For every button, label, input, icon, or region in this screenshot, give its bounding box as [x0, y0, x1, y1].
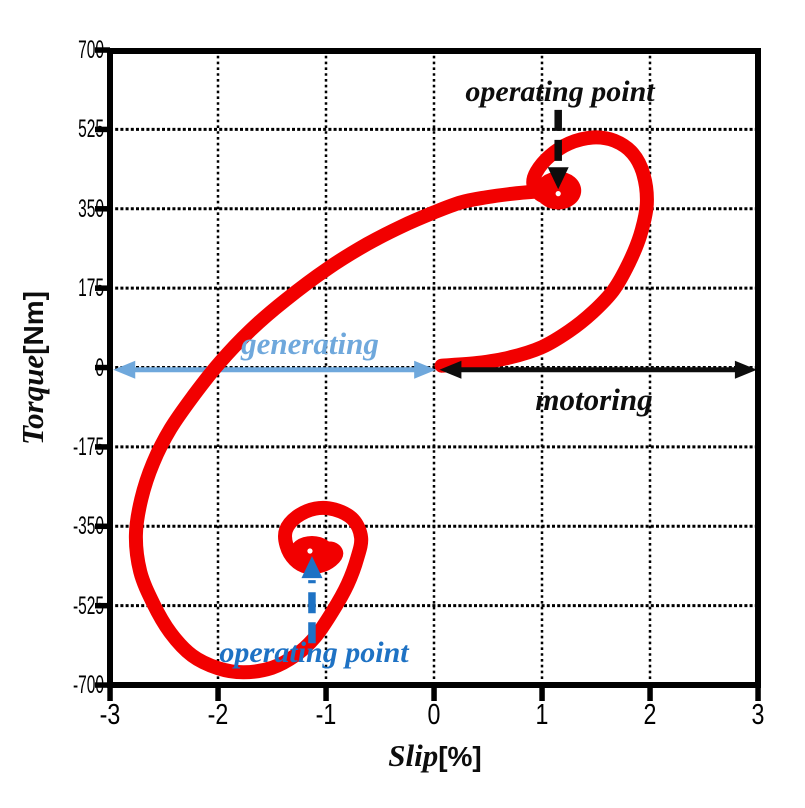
x-tick-label: 1 [535, 699, 549, 731]
x-axis-tick-mark [755, 685, 761, 701]
x-tick-label: 2 [643, 699, 657, 731]
y-axis-tick-mark [95, 126, 110, 133]
y-axis-tick-mark [95, 206, 110, 212]
y-tick-label: -525 [72, 591, 104, 620]
generating-operating-point-marker [288, 536, 335, 571]
y-tick-label: 0 [95, 353, 104, 382]
annotation-generating-region: generating [241, 326, 379, 361]
y-tick-label: 175 [78, 274, 104, 303]
motoring-range-arrow-left-arrowhead-icon [439, 360, 462, 379]
x-axis-tick-mark [215, 685, 221, 701]
x-axis-tick-mark [107, 685, 113, 701]
motoring-range-arrow-right-arrowhead-icon [734, 360, 757, 379]
generating-operating-point-dot [307, 548, 313, 554]
y-tick-label: -350 [72, 512, 104, 541]
x-axis-tick-mark [539, 685, 545, 701]
x-tick-label: -1 [315, 699, 337, 731]
x-tick-label: 3 [751, 699, 765, 731]
x-axis-tick-mark [431, 685, 437, 701]
x-tick-label: -2 [207, 699, 229, 731]
x-tick-label: 0 [427, 699, 441, 731]
y-axis-tick-mark [95, 285, 110, 291]
annotation-motoring-region: motoring [535, 382, 653, 417]
torque-slip-curve-1 [128, 183, 566, 680]
generating-range-arrow-left-arrowhead-icon [113, 360, 136, 379]
y-tick-label: 700 [78, 36, 104, 64]
motoring-operating-point-dot [555, 191, 561, 197]
y-axis-title-word: Torque [15, 354, 50, 445]
x-axis-title-word: Slip [388, 738, 439, 773]
y-axis-title: Torque[Nm] [15, 291, 51, 445]
generating-range-arrow-right-arrowhead-icon [414, 360, 437, 379]
torque-slip-curve-0 [434, 130, 654, 373]
y-tick-label: 525 [78, 115, 104, 144]
y-axis-tick-mark [95, 364, 110, 371]
y-axis-tick-mark [95, 602, 110, 609]
y-axis-tick-mark [95, 444, 110, 450]
x-axis-title: Slip[%] [388, 738, 482, 774]
y-axis-title-unit: [Nm] [18, 291, 49, 355]
y-axis-tick-mark [95, 682, 110, 688]
y-tick-label: -175 [72, 432, 104, 461]
pointer-arrowhead-icon-1 [301, 556, 323, 579]
x-tick-label: -3 [99, 699, 121, 731]
y-axis-tick-mark [95, 47, 110, 53]
x-axis-tick-mark [323, 685, 329, 701]
pointer-arrowhead-icon-0 [547, 167, 569, 190]
annotation-operating-point-motoring: operating point [465, 75, 655, 108]
motoring-operating-point-marker [535, 171, 582, 210]
x-axis-title-unit: [%] [438, 741, 482, 772]
y-axis-tick-mark [95, 523, 110, 530]
x-axis-tick-mark [647, 685, 653, 701]
y-tick-label: 350 [78, 194, 104, 223]
y-tick-label: -700 [72, 671, 104, 699]
annotation-operating-point-generating: operating point [219, 636, 409, 669]
